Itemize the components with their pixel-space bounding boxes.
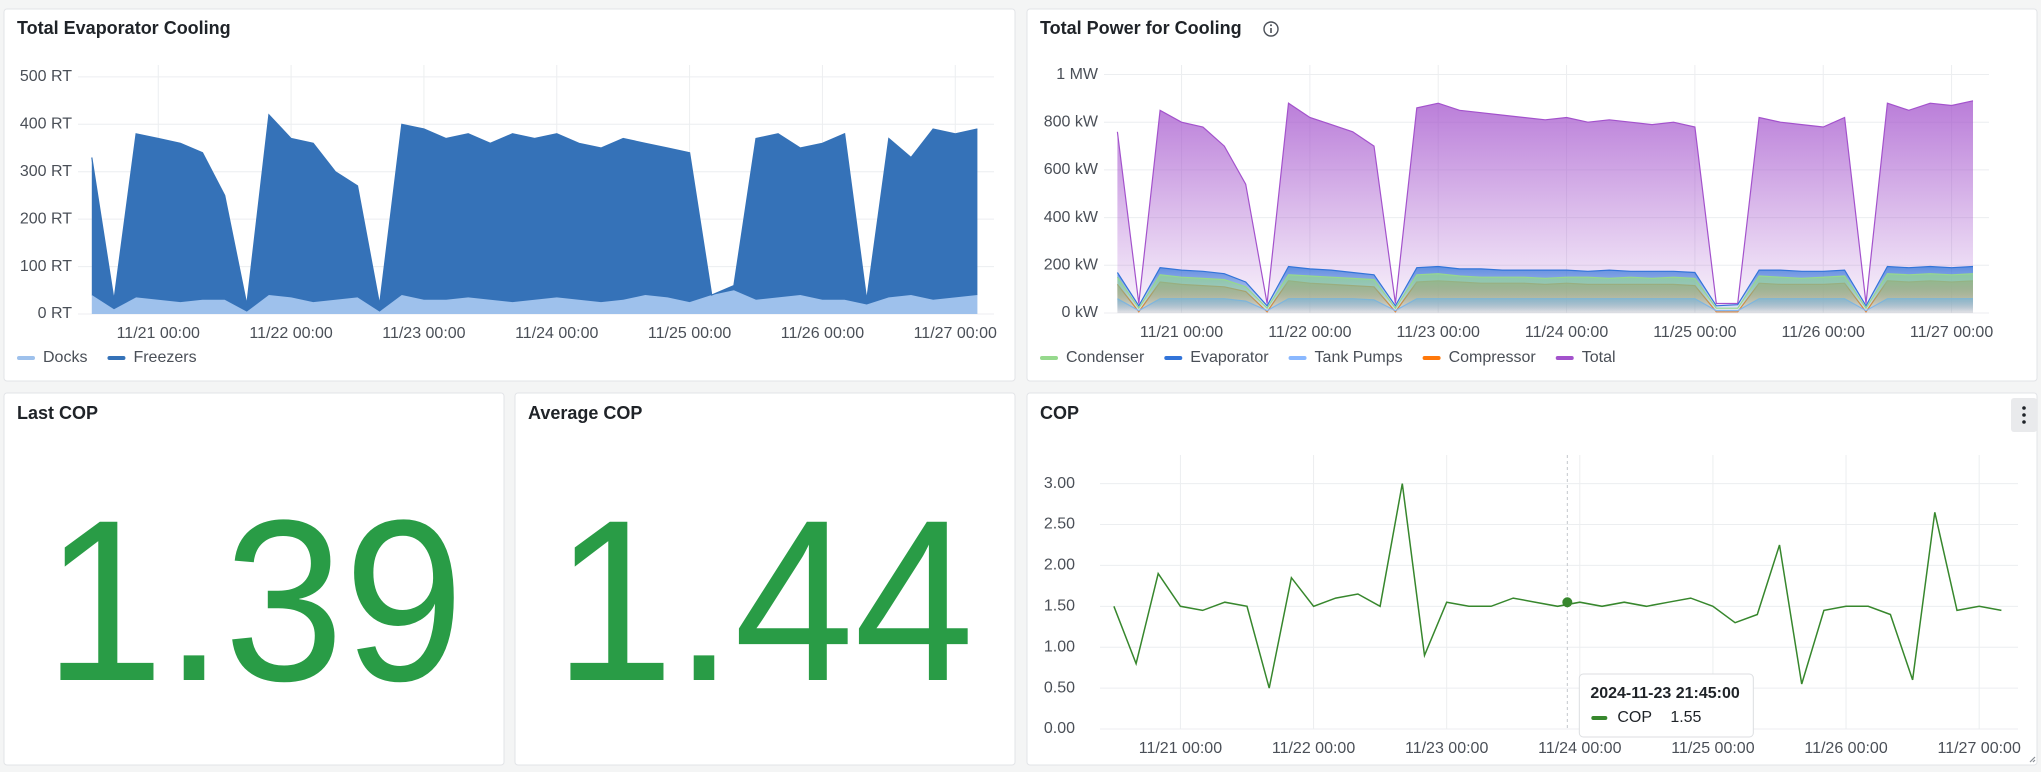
panel[interactable] bbox=[1026, 392, 2038, 766]
panel-title: Total Evaporator Cooling bbox=[17, 18, 231, 38]
legend-swatch bbox=[1040, 356, 1058, 360]
menu-dot bbox=[2022, 413, 2026, 417]
area bbox=[1117, 273, 1973, 313]
y-tick-label: 1.50 bbox=[1044, 598, 1075, 615]
x-tick-label: 11/24 00:00 bbox=[1538, 740, 1621, 757]
legend-label: Tank Pumps bbox=[1315, 349, 1403, 366]
x-tick-label: 11/24 00:00 bbox=[515, 325, 598, 342]
tooltip-box bbox=[1578, 673, 1754, 738]
panel-title: Average COP bbox=[528, 403, 642, 423]
tooltip-value: 1.55 bbox=[1670, 709, 1701, 726]
plot bbox=[78, 65, 994, 315]
series-line bbox=[1116, 265, 1974, 308]
area bbox=[91, 114, 978, 312]
tooltip-series: COP bbox=[1617, 709, 1652, 726]
x-tick-label: 11/26 00:00 bbox=[781, 325, 864, 342]
menu-dot bbox=[2022, 406, 2026, 410]
y-tick-label: 1.00 bbox=[1044, 638, 1075, 655]
y-tick-label: 2.00 bbox=[1044, 557, 1075, 574]
y-tick-label: 0.50 bbox=[1044, 679, 1075, 696]
plot bbox=[1100, 455, 2018, 730]
hover-point bbox=[1562, 597, 1573, 608]
x-tick-label: 11/22 00:00 bbox=[249, 325, 332, 342]
legend-swatch bbox=[1288, 356, 1307, 360]
x-tick-label: 11/22 00:00 bbox=[1268, 324, 1351, 341]
y-tick-label: 200 kW bbox=[1044, 257, 1099, 274]
panel bbox=[3, 392, 505, 766]
series-line bbox=[1116, 100, 1974, 305]
y-tick-label: 600 kW bbox=[1044, 161, 1099, 178]
legend-label: Docks bbox=[43, 349, 87, 366]
stat-value: 1.44 bbox=[554, 472, 974, 729]
info-icon[interactable] bbox=[1263, 21, 1279, 37]
legend-label: Compressor bbox=[1449, 349, 1537, 366]
y-tick-label: 0 RT bbox=[38, 305, 73, 322]
x-tick-label: 11/24 00:00 bbox=[1525, 324, 1608, 341]
y-tick-label: 400 RT bbox=[20, 116, 72, 133]
legend-label: Condenser bbox=[1066, 349, 1145, 366]
menu-dot bbox=[2022, 420, 2026, 424]
x-tick-label: 11/22 00:00 bbox=[1272, 740, 1355, 757]
y-tick-label: 3.00 bbox=[1044, 475, 1075, 492]
tooltip-swatch bbox=[1591, 716, 1608, 720]
y-tick-label: 1 MW bbox=[1056, 66, 1099, 83]
legend-swatch bbox=[1164, 356, 1183, 360]
x-tick-label: 11/23 00:00 bbox=[1397, 324, 1480, 341]
y-tick-label: 0.00 bbox=[1044, 720, 1075, 737]
legend-swatch bbox=[17, 356, 35, 360]
legend-swatch bbox=[1422, 356, 1441, 360]
x-tick-label: 11/21 00:00 bbox=[117, 325, 200, 342]
legend-swatch bbox=[1555, 356, 1574, 360]
y-tick-label: 100 RT bbox=[20, 258, 72, 275]
x-tick-label: 11/27 00:00 bbox=[914, 325, 997, 342]
panel-menu[interactable] bbox=[2011, 398, 2037, 432]
info-circle bbox=[1263, 21, 1279, 37]
x-tick-label: 11/21 00:00 bbox=[1140, 324, 1223, 341]
legend-label: Evaporator bbox=[1190, 349, 1269, 366]
y-tick-label: 0 kW bbox=[1062, 304, 1099, 321]
series-line bbox=[91, 113, 978, 305]
y-tick-label: 400 kW bbox=[1044, 209, 1099, 226]
panel-title: Total Power for Cooling bbox=[1040, 18, 1242, 38]
x-tick-label: 11/23 00:00 bbox=[1405, 740, 1488, 757]
legend-label: Total bbox=[1582, 349, 1616, 366]
x-tick-label: 11/25 00:00 bbox=[648, 325, 731, 342]
legend-swatch bbox=[107, 356, 126, 360]
x-tick-label: 11/25 00:00 bbox=[1653, 324, 1736, 341]
y-tick-label: 500 RT bbox=[20, 68, 72, 85]
y-tick-label: 800 kW bbox=[1044, 113, 1099, 130]
x-tick-label: 11/26 00:00 bbox=[1782, 324, 1865, 341]
x-tick-label: 11/25 00:00 bbox=[1671, 740, 1754, 757]
area bbox=[91, 290, 978, 314]
series-line bbox=[1113, 483, 2002, 689]
area bbox=[1117, 100, 1973, 313]
x-tick-label: 11/27 00:00 bbox=[1938, 740, 2021, 757]
x-tick-label: 11/26 00:00 bbox=[1804, 740, 1887, 757]
panel-title: Last COP bbox=[17, 403, 98, 423]
stat-value: 1.39 bbox=[44, 472, 464, 729]
y-tick-label: 200 RT bbox=[20, 210, 72, 227]
legend-label: Freezers bbox=[133, 349, 196, 366]
x-tick-label: 11/21 00:00 bbox=[1139, 740, 1222, 757]
x-tick-label: 11/23 00:00 bbox=[382, 325, 465, 342]
plot bbox=[1104, 65, 1989, 314]
tooltip-time: 2024-11-23 21:45:00 bbox=[1590, 685, 1740, 702]
info-dot bbox=[1270, 24, 1272, 27]
series-line bbox=[1116, 273, 1974, 310]
y-tick-label: 2.50 bbox=[1044, 516, 1075, 533]
y-tick-label: 300 RT bbox=[20, 163, 72, 180]
panel-title: COP bbox=[1040, 403, 1079, 423]
x-tick-label: 11/27 00:00 bbox=[1910, 324, 1993, 341]
panel bbox=[514, 392, 1016, 766]
resize-handle[interactable] bbox=[2029, 756, 2036, 763]
